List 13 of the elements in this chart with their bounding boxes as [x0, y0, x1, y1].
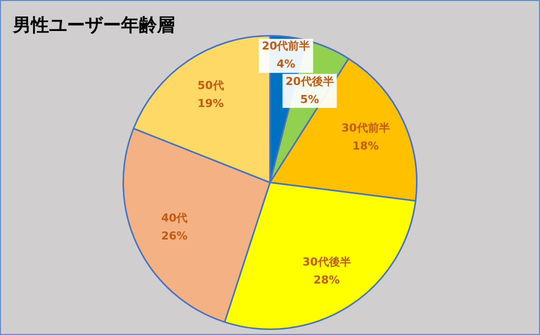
slice-label: 30代後半	[302, 256, 351, 269]
data-label: 4%	[276, 58, 296, 71]
slice-label: 30代前半	[341, 121, 390, 134]
data-label: 19%	[197, 96, 224, 110]
data-label: 18%	[352, 139, 379, 152]
slice-label: 20代前半	[262, 40, 310, 53]
chart-title: 男性ユーザー年齢層	[13, 14, 175, 37]
data-label: 5%	[300, 92, 319, 106]
data-label: 28%	[313, 274, 340, 287]
data-label: 26%	[161, 229, 188, 242]
slice-label: 50代	[197, 78, 224, 92]
slice-label: 40代	[161, 211, 188, 224]
slice-label: 20代後半	[285, 74, 334, 88]
